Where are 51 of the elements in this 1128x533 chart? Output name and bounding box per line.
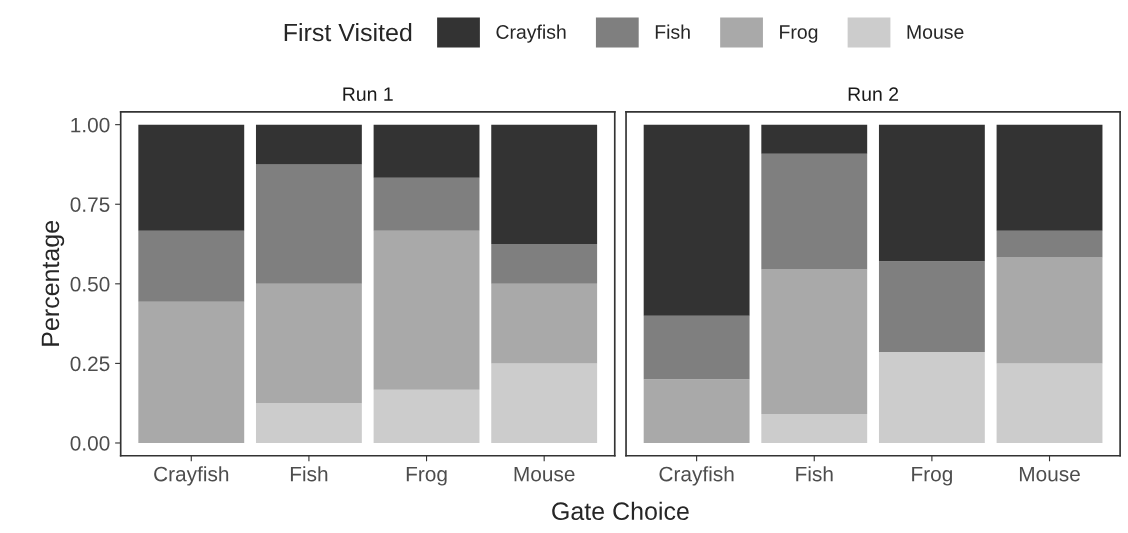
bar xyxy=(761,269,868,415)
bar xyxy=(255,164,362,284)
x-tick-label: Crayfish xyxy=(154,466,229,486)
bar xyxy=(491,244,598,284)
bar xyxy=(255,283,362,404)
bar xyxy=(878,351,985,443)
bar xyxy=(761,124,868,154)
bar xyxy=(643,124,750,316)
bar xyxy=(996,363,1103,443)
bar xyxy=(643,379,750,443)
bar xyxy=(138,230,245,302)
bar xyxy=(373,230,480,390)
bar xyxy=(491,124,598,245)
y-tick-label: 0.00 xyxy=(70,435,110,451)
chart-title: Run 2 xyxy=(848,87,899,102)
bar xyxy=(996,230,1103,258)
bar xyxy=(996,257,1103,364)
x-tick-label: Frog xyxy=(406,466,447,486)
y-tick-label: 1.00 xyxy=(71,117,110,133)
legend-label: Crayfish xyxy=(496,24,566,43)
chart-title: Run 1 xyxy=(343,87,393,102)
bar xyxy=(373,177,480,231)
bar xyxy=(373,389,480,443)
y-tick-label: 0.50 xyxy=(70,276,110,292)
bar xyxy=(491,363,598,443)
bar xyxy=(761,153,868,270)
bar xyxy=(373,124,480,178)
bar xyxy=(138,124,245,231)
bar xyxy=(761,414,868,443)
legend-title: First Visited xyxy=(284,22,412,42)
bar xyxy=(255,124,362,165)
y-axis-title: Percentage xyxy=(41,220,65,346)
bar xyxy=(878,261,985,352)
legend-label: Mouse xyxy=(907,25,964,39)
y-tick-label: 0.25 xyxy=(70,356,110,372)
bar xyxy=(878,124,985,262)
x-tick-label: Crayfish xyxy=(659,466,734,486)
x-tick-label: Fish xyxy=(290,466,328,482)
x-axis-title: Gate Choice xyxy=(552,501,689,521)
x-tick-label: Mouse xyxy=(514,466,575,482)
x-tick-label: Mouse xyxy=(1019,466,1080,482)
bar xyxy=(255,403,362,443)
x-tick-label: Frog xyxy=(912,466,952,486)
legend-label: Fish xyxy=(655,24,690,39)
bar xyxy=(996,124,1103,231)
bar xyxy=(491,283,598,364)
y-tick-label: 0.75 xyxy=(70,197,110,212)
x-tick-label: Fish xyxy=(796,466,833,482)
legend-label: Frog xyxy=(780,25,818,43)
bar xyxy=(643,315,750,380)
bar xyxy=(138,301,245,443)
